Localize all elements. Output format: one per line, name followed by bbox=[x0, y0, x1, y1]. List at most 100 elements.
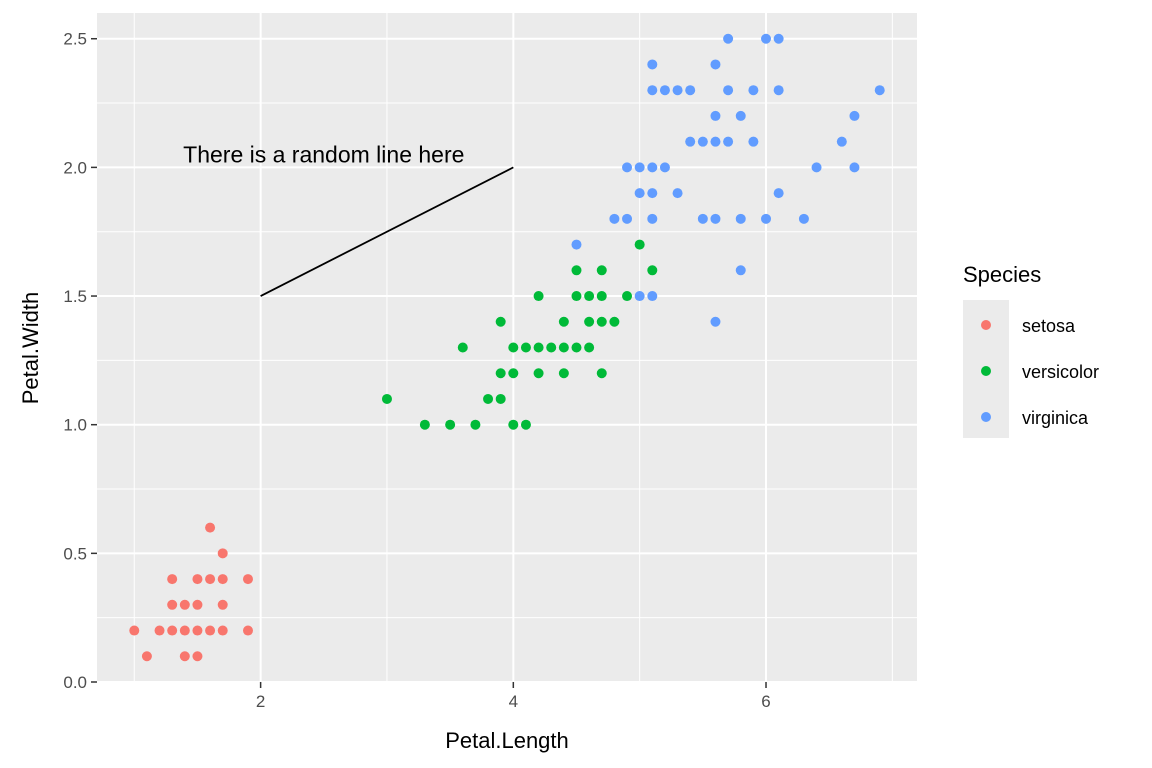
point-virginica bbox=[748, 85, 759, 96]
point-virginica bbox=[836, 136, 847, 147]
point-versicolor bbox=[634, 239, 645, 250]
point-versicolor bbox=[508, 368, 519, 379]
point-versicolor bbox=[571, 342, 582, 353]
point-virginica bbox=[761, 33, 772, 44]
point-setosa bbox=[179, 651, 190, 662]
legend-label-setosa: setosa bbox=[1022, 316, 1076, 336]
point-setosa bbox=[129, 625, 140, 636]
legend: Species setosa versicolor virginica bbox=[963, 262, 1099, 438]
point-setosa bbox=[205, 522, 216, 533]
point-versicolor bbox=[622, 291, 633, 302]
point-setosa bbox=[154, 625, 165, 636]
point-setosa bbox=[217, 625, 228, 636]
point-setosa bbox=[217, 574, 228, 585]
point-virginica bbox=[710, 110, 721, 121]
point-setosa bbox=[167, 574, 178, 585]
y-tick-label: 2.5 bbox=[63, 30, 87, 49]
point-virginica bbox=[647, 59, 658, 70]
y-tick-label: 0.0 bbox=[63, 673, 87, 692]
point-virginica bbox=[735, 213, 746, 224]
point-virginica bbox=[647, 291, 658, 302]
point-setosa bbox=[141, 651, 152, 662]
point-virginica bbox=[697, 136, 708, 147]
point-setosa bbox=[205, 625, 216, 636]
point-virginica bbox=[710, 136, 721, 147]
x-tick-label: 2 bbox=[256, 692, 265, 711]
plot-panel bbox=[97, 13, 917, 682]
point-virginica bbox=[622, 162, 633, 173]
legend-label-versicolor: versicolor bbox=[1022, 362, 1099, 382]
annotation-text: There is a random line here bbox=[183, 142, 464, 168]
point-versicolor bbox=[495, 368, 506, 379]
point-versicolor bbox=[596, 291, 607, 302]
y-tick-label: 1.0 bbox=[63, 416, 87, 435]
point-virginica bbox=[811, 162, 822, 173]
point-versicolor bbox=[445, 419, 456, 430]
point-versicolor bbox=[596, 316, 607, 327]
point-versicolor bbox=[508, 342, 519, 353]
point-virginica bbox=[634, 188, 645, 199]
point-setosa bbox=[192, 574, 203, 585]
point-virginica bbox=[672, 85, 683, 96]
point-setosa bbox=[242, 574, 253, 585]
point-setosa bbox=[242, 625, 253, 636]
x-axis: 2 4 6 bbox=[256, 682, 771, 711]
y-tick-label: 1.5 bbox=[63, 287, 87, 306]
point-versicolor bbox=[495, 316, 506, 327]
point-versicolor bbox=[508, 419, 519, 430]
point-virginica bbox=[874, 85, 885, 96]
point-virginica bbox=[647, 188, 658, 199]
point-versicolor bbox=[558, 342, 569, 353]
point-setosa bbox=[192, 599, 203, 610]
point-setosa bbox=[167, 625, 178, 636]
point-virginica bbox=[849, 162, 860, 173]
data-points bbox=[129, 33, 885, 662]
point-virginica bbox=[634, 162, 645, 173]
point-virginica bbox=[798, 213, 809, 224]
point-virginica bbox=[849, 110, 860, 121]
point-virginica bbox=[710, 213, 721, 224]
point-versicolor bbox=[546, 342, 557, 353]
point-versicolor bbox=[419, 419, 430, 430]
point-versicolor bbox=[596, 368, 607, 379]
annotation: There is a random line here bbox=[183, 142, 514, 297]
point-setosa bbox=[205, 574, 216, 585]
x-tick-label: 4 bbox=[509, 692, 518, 711]
point-virginica bbox=[685, 136, 696, 147]
y-axis-title: Petal.Width bbox=[18, 292, 43, 405]
point-versicolor bbox=[584, 316, 595, 327]
point-setosa bbox=[217, 599, 228, 610]
point-setosa bbox=[179, 599, 190, 610]
point-versicolor bbox=[457, 342, 468, 353]
legend-key-setosa bbox=[981, 320, 991, 330]
point-virginica bbox=[571, 239, 582, 250]
point-versicolor bbox=[495, 393, 506, 404]
point-virginica bbox=[672, 188, 683, 199]
point-virginica bbox=[697, 213, 708, 224]
y-tick-label: 2.0 bbox=[63, 158, 87, 177]
point-virginica bbox=[761, 213, 772, 224]
point-virginica bbox=[659, 85, 670, 96]
point-versicolor bbox=[520, 342, 531, 353]
point-versicolor bbox=[533, 291, 544, 302]
point-virginica bbox=[723, 85, 734, 96]
point-versicolor bbox=[470, 419, 481, 430]
point-versicolor bbox=[558, 316, 569, 327]
point-virginica bbox=[659, 162, 670, 173]
point-virginica bbox=[710, 59, 721, 70]
point-versicolor bbox=[381, 393, 392, 404]
point-versicolor bbox=[609, 316, 620, 327]
point-virginica bbox=[634, 291, 645, 302]
x-tick-label: 6 bbox=[761, 692, 770, 711]
point-setosa bbox=[192, 625, 203, 636]
point-versicolor bbox=[533, 368, 544, 379]
point-virginica bbox=[647, 162, 658, 173]
point-versicolor bbox=[483, 393, 494, 404]
point-virginica bbox=[685, 85, 696, 96]
point-setosa bbox=[179, 625, 190, 636]
point-virginica bbox=[723, 33, 734, 44]
point-setosa bbox=[217, 548, 228, 559]
legend-key-virginica bbox=[981, 412, 991, 422]
point-setosa bbox=[167, 599, 178, 610]
point-virginica bbox=[723, 136, 734, 147]
